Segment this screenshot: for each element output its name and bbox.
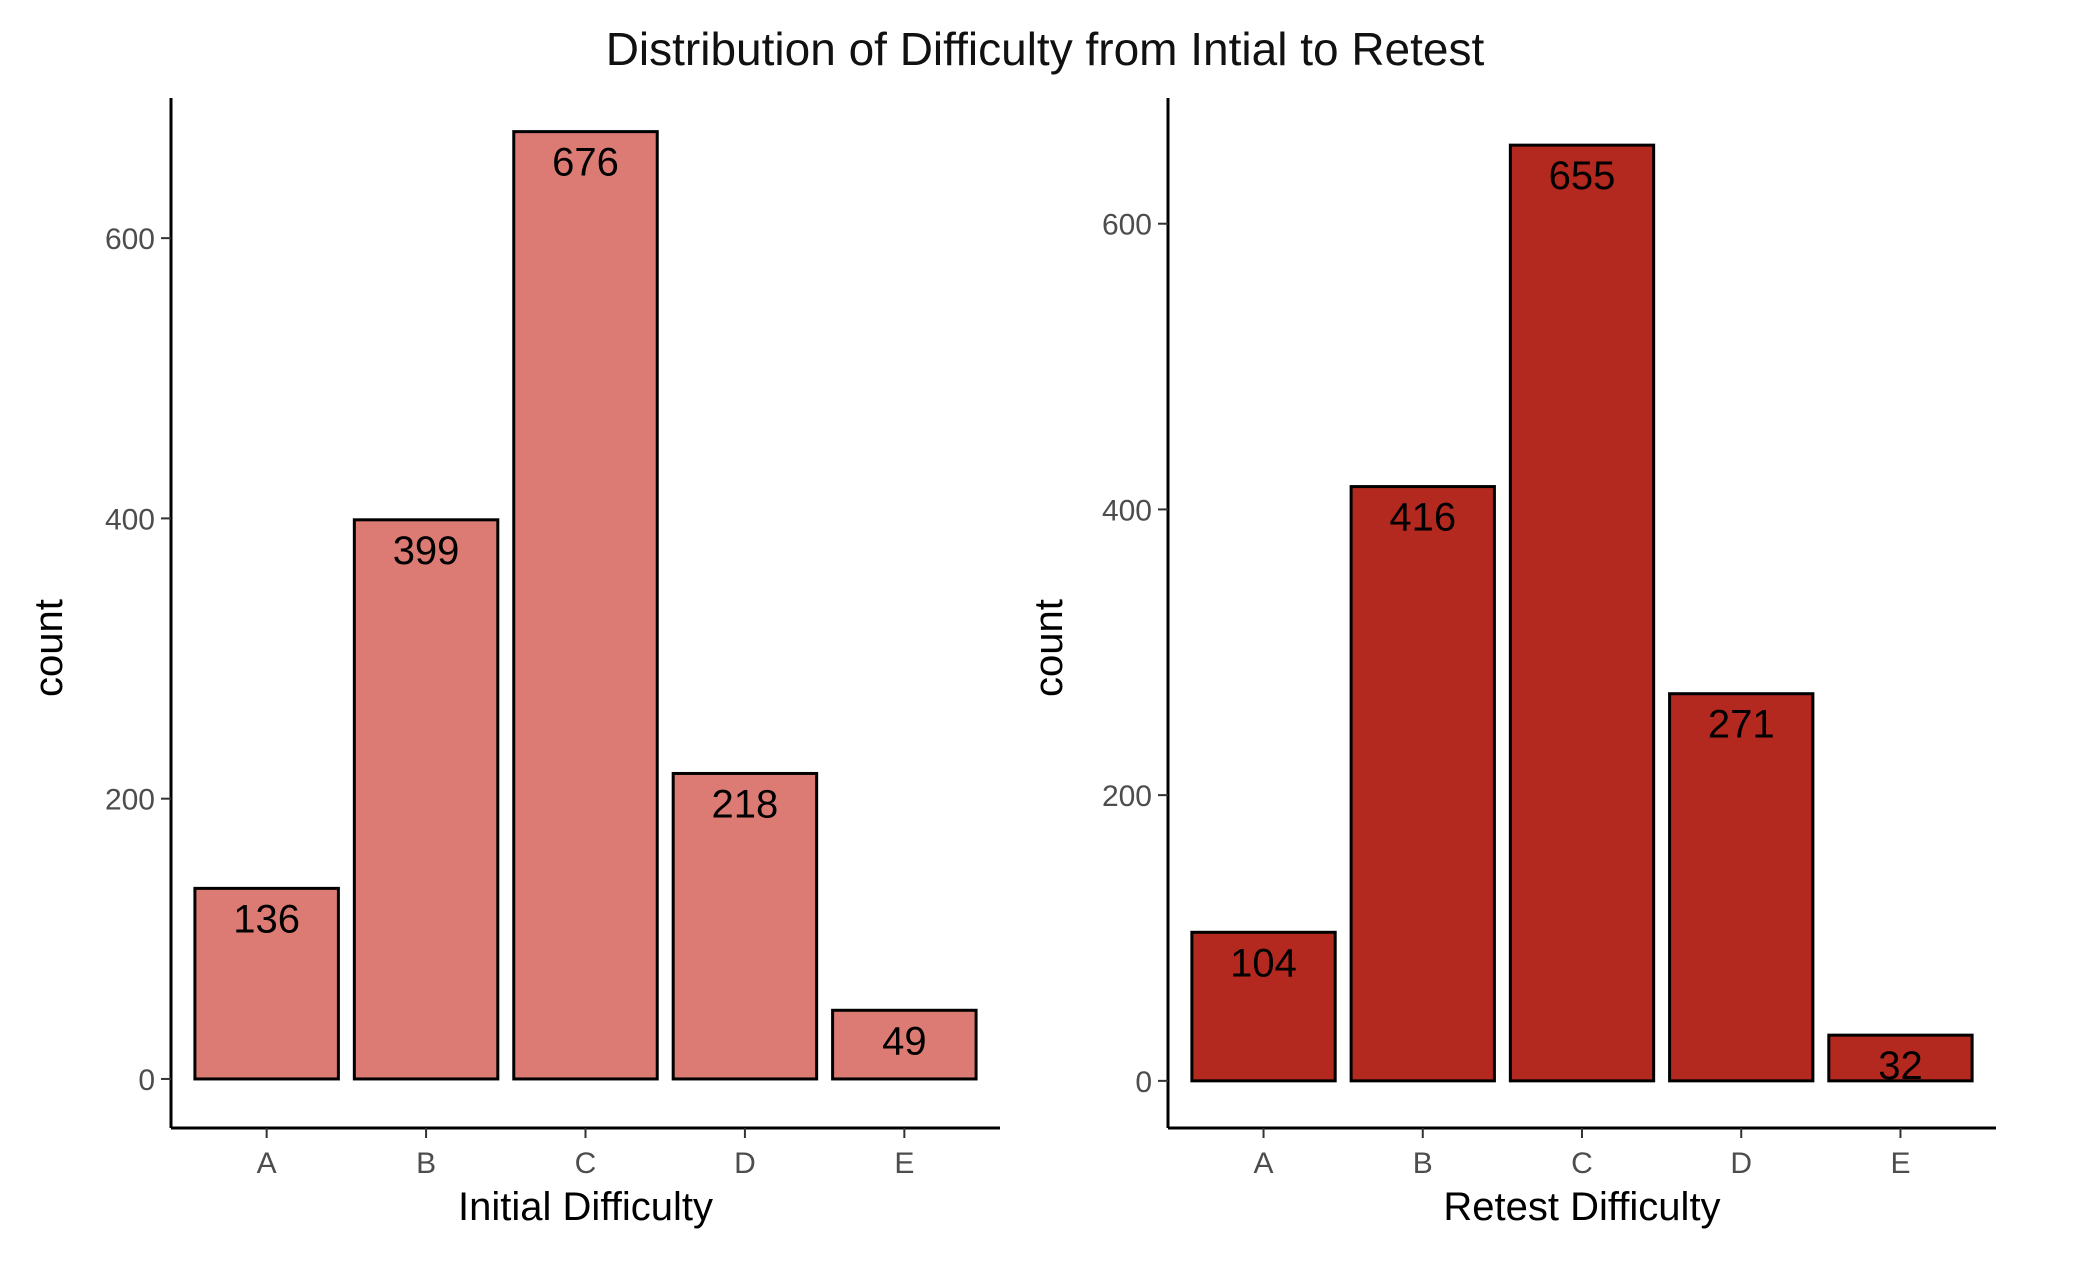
retest-x-tick-label-B: B bbox=[1413, 1147, 1433, 1180]
retest-bar-D bbox=[1668, 692, 1815, 1083]
initial-x-tick-label-A: A bbox=[257, 1147, 277, 1180]
retest-bar-C bbox=[1508, 143, 1656, 1083]
retest-bar-A bbox=[1190, 930, 1337, 1083]
retest-data-label-D: 271 bbox=[1708, 703, 1775, 747]
retest-data-label-C: 655 bbox=[1549, 154, 1616, 198]
retest-x-tick-label-C: C bbox=[1571, 1147, 1593, 1180]
initial-x-tick-label-D: D bbox=[734, 1147, 756, 1180]
initial-bar-E bbox=[831, 1008, 978, 1081]
initial-y-tick-label-400: 400 bbox=[105, 503, 155, 536]
initial-bar-B bbox=[352, 518, 500, 1081]
initial-bar-C bbox=[512, 130, 659, 1081]
initial-difficulty-panel: 136 399 676 218 49 0 200 400 600 A B C D E Initial Dif… bbox=[27, 98, 1000, 1229]
retest-x-axis-title: Retest Difficulty bbox=[1443, 1185, 1720, 1229]
initial-bar-D bbox=[671, 771, 819, 1081]
retest-data-label-B: 416 bbox=[1389, 496, 1456, 540]
retest-y-tick-label-0: 0 bbox=[1135, 1066, 1152, 1099]
retest-y-axis-title: count bbox=[1027, 599, 1071, 697]
retest-data-label-E: 32 bbox=[1878, 1044, 1923, 1088]
initial-y-tick-label-600: 600 bbox=[105, 223, 155, 256]
figure-title: Distribution of Difficulty from Intial t… bbox=[605, 23, 1485, 75]
retest-x-tick-label-A: A bbox=[1254, 1147, 1274, 1180]
initial-y-tick-label-200: 200 bbox=[105, 784, 155, 817]
initial-x-tick-label-E: E bbox=[894, 1147, 914, 1180]
retest-bar-B bbox=[1349, 485, 1496, 1083]
initial-x-axis-title: Initial Difficulty bbox=[458, 1185, 713, 1229]
retest-y-tick-label-400: 400 bbox=[1102, 494, 1152, 527]
initial-data-label-E: 49 bbox=[882, 1019, 927, 1063]
retest-y-tick-label-600: 600 bbox=[1102, 209, 1152, 242]
initial-x-tick-label-C: C bbox=[575, 1147, 597, 1180]
initial-data-label-B: 399 bbox=[393, 529, 460, 573]
retest-x-tick-label-D: D bbox=[1730, 1147, 1752, 1180]
initial-data-label-D: 218 bbox=[712, 782, 779, 826]
retest-x-tick-label-E: E bbox=[1890, 1147, 1910, 1180]
initial-x-tick-label-B: B bbox=[416, 1147, 436, 1180]
initial-bar-A bbox=[193, 886, 340, 1081]
retest-bar-E bbox=[1827, 1033, 1974, 1083]
retest-data-label-A: 104 bbox=[1230, 941, 1297, 985]
initial-y-tick-label-0: 0 bbox=[138, 1064, 155, 1097]
initial-data-label-A: 136 bbox=[233, 897, 300, 941]
initial-data-label-C: 676 bbox=[552, 141, 619, 185]
initial-y-axis-title: count bbox=[27, 599, 71, 697]
retest-y-tick-label-200: 200 bbox=[1102, 780, 1152, 813]
retest-difficulty-panel: 104 416 655 271 32 0 200 400 600 A B C D E Retest Diff… bbox=[1027, 98, 1996, 1229]
